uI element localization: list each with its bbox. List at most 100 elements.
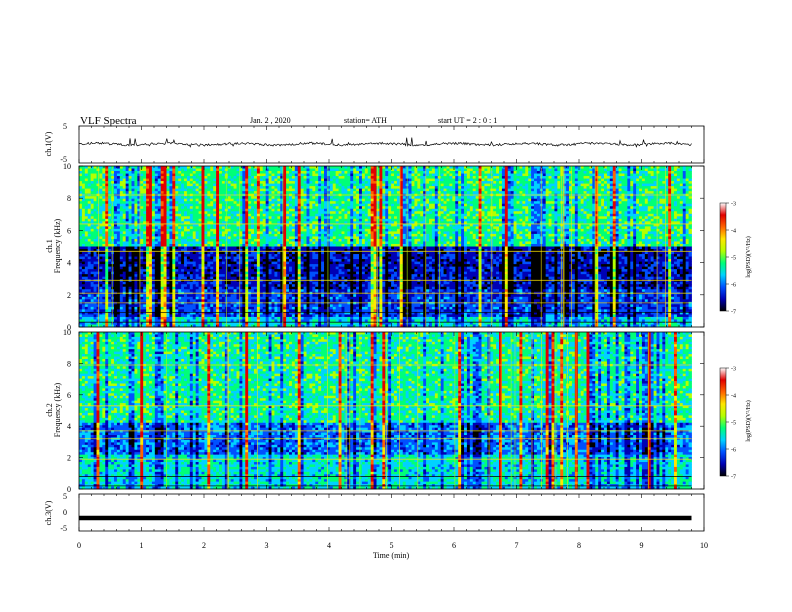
spectrogram-cell xyxy=(242,171,245,174)
spectrogram-cell xyxy=(342,169,345,172)
spectrogram-cell xyxy=(622,176,625,179)
spectrogram-cell xyxy=(426,181,429,184)
spectrogram-cell xyxy=(207,189,210,192)
spectrogram-cell xyxy=(651,184,654,187)
spectrogram-cell xyxy=(140,176,143,179)
spectrogram-cell xyxy=(213,176,216,179)
spectrogram-cell xyxy=(266,181,269,184)
spectrogram-cell xyxy=(210,169,213,172)
spectrogram-cell xyxy=(97,174,100,177)
spectrogram-cell xyxy=(566,186,569,189)
spectrogram-cell xyxy=(190,199,193,202)
spectrogram-cell xyxy=(155,191,158,194)
spectrogram-cell xyxy=(169,186,172,189)
spectrogram-cell xyxy=(152,189,155,192)
spectrogram-cell xyxy=(237,169,240,172)
spectrogram-cell xyxy=(572,179,575,182)
spectrogram-cell xyxy=(473,176,476,179)
spectrogram-cell xyxy=(318,181,321,184)
spectrogram-cell xyxy=(117,199,120,202)
spectrogram-cell xyxy=(260,196,263,199)
spectrogram-cell xyxy=(636,174,639,177)
spectrogram-cell xyxy=(487,191,490,194)
spectrogram-cell xyxy=(307,179,310,182)
spectrogram-cell xyxy=(368,176,371,179)
spectrogram-cell xyxy=(429,176,432,179)
spectrogram-cell xyxy=(266,171,269,174)
spectrogram-cell xyxy=(283,181,286,184)
spectrogram-cell xyxy=(549,174,552,177)
spectrogram-cell xyxy=(248,179,251,182)
spectrogram-cell xyxy=(371,169,374,172)
spectrogram-cell xyxy=(414,181,417,184)
spectrogram-cell xyxy=(493,199,496,202)
spectrogram-cell xyxy=(627,179,630,182)
spectrogram-cell xyxy=(581,166,584,169)
spectrogram-cell xyxy=(301,201,304,204)
spectrogram-cell xyxy=(321,174,324,177)
spectrogram-cell xyxy=(307,171,310,174)
spectrogram-cell xyxy=(126,169,129,172)
spectrogram-cell xyxy=(377,196,380,199)
spectrogram-cell xyxy=(377,174,380,177)
spectrogram-cell xyxy=(155,196,158,199)
spectrogram-cell xyxy=(449,174,452,177)
spectrogram-cell xyxy=(91,189,94,192)
spectrogram-cell xyxy=(476,169,479,172)
spectrogram-cell xyxy=(228,191,231,194)
spectrogram-cell xyxy=(184,186,187,189)
spectrogram-cell xyxy=(187,166,190,169)
spectrogram-cell xyxy=(152,199,155,202)
spectrogram-cell xyxy=(318,184,321,187)
spectrogram-cell xyxy=(309,196,312,199)
spectrogram-cell xyxy=(342,199,345,202)
spectrogram-cell xyxy=(336,169,339,172)
spectrogram-cell xyxy=(178,191,181,194)
spectrogram-cell xyxy=(642,186,645,189)
spectrogram-cell xyxy=(309,171,312,174)
spectrogram-cell xyxy=(449,189,452,192)
spectrogram-cell xyxy=(350,184,353,187)
spectrogram-cell xyxy=(607,181,610,184)
spectrogram-cell xyxy=(377,201,380,204)
spectrogram-cell xyxy=(315,176,318,179)
spectrogram-cell xyxy=(554,189,557,192)
spectrogram-cell xyxy=(455,184,458,187)
spectrogram-cell xyxy=(260,181,263,184)
spectrogram-cell xyxy=(379,179,382,182)
spectrogram-cell xyxy=(111,196,114,199)
spectrogram-cell xyxy=(394,196,397,199)
spectrogram-cell xyxy=(301,169,304,172)
spectrogram-cell xyxy=(333,179,336,182)
spectrogram-cell xyxy=(484,196,487,199)
spectrogram-cell xyxy=(455,181,458,184)
spectrogram-cell xyxy=(636,196,639,199)
spectrogram-cell xyxy=(292,166,295,169)
spectrogram-cell xyxy=(432,186,435,189)
spectrogram-cell xyxy=(569,181,572,184)
spectrogram-cell xyxy=(155,179,158,182)
spectrogram-cell xyxy=(234,169,237,172)
spectrogram-cell xyxy=(508,166,511,169)
spectrogram-cell xyxy=(266,174,269,177)
spectrogram-cell xyxy=(342,189,345,192)
spectrogram-cell xyxy=(677,169,680,172)
spectrogram-cell xyxy=(309,201,312,204)
spectrogram-cell xyxy=(557,186,560,189)
spectrogram-cell xyxy=(321,196,324,199)
spectrogram-cell xyxy=(432,166,435,169)
spectrogram-cell xyxy=(88,191,91,194)
spectrogram-cell xyxy=(172,176,175,179)
spectrogram-cell xyxy=(356,201,359,204)
spectrogram-cell xyxy=(207,169,210,172)
spectrogram-cell xyxy=(82,179,85,182)
spectrogram-cell xyxy=(639,184,642,187)
spectrogram-cell xyxy=(356,171,359,174)
spectrogram-cell xyxy=(140,201,143,204)
spectrogram-cell xyxy=(502,176,505,179)
spectrogram-cell xyxy=(155,189,158,192)
spectrogram-cell xyxy=(292,196,295,199)
spectrogram-cell xyxy=(368,191,371,194)
spectrogram-cell xyxy=(175,171,178,174)
spectrogram-cell xyxy=(385,189,388,192)
